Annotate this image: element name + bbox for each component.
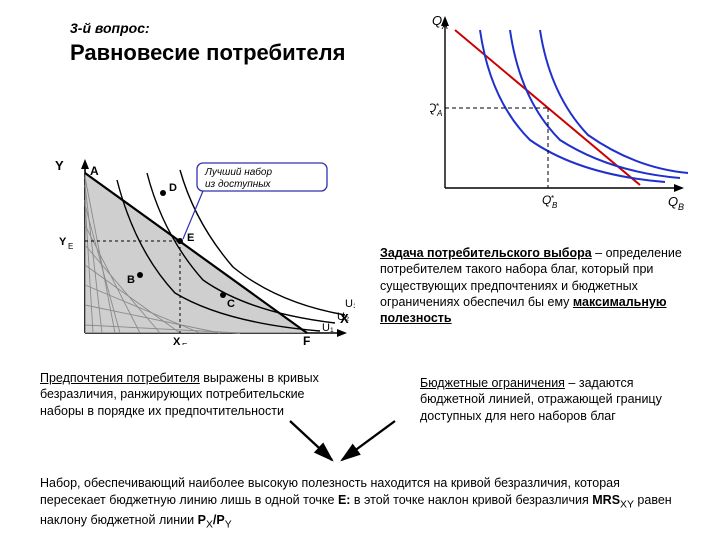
slide-title: Равновесие потребителя: [70, 40, 345, 66]
svg-text:C: C: [227, 298, 235, 310]
summary-d-sub: XY: [620, 499, 634, 510]
svg-text:E: E: [68, 242, 73, 251]
svg-text:A: A: [441, 21, 448, 31]
budget-block: Бюджетные ограничения – задаются бюджетн…: [420, 375, 680, 424]
callout-line2: из доступных: [205, 179, 272, 190]
indiff-curve-1: [480, 30, 665, 182]
svg-text:E: E: [187, 232, 194, 244]
budget-head: Бюджетные ограничения: [420, 376, 565, 390]
summary-fx: X: [206, 520, 213, 531]
svg-text:B: B: [127, 274, 135, 286]
task-block: Задача потребительского выбора – определ…: [380, 245, 690, 326]
indiff-curve-2: [510, 30, 680, 178]
svg-text:A: A: [436, 109, 442, 118]
svg-text:D: D: [169, 182, 177, 194]
svg-text:B: B: [552, 201, 558, 210]
converging-arrows-icon: [260, 415, 410, 475]
preferences-block: Предпочтения потребителя выражены в крив…: [40, 370, 340, 419]
svg-text:Y: Y: [59, 236, 67, 248]
summary-gy: Y: [225, 520, 232, 531]
svg-text:B: B: [678, 202, 684, 210]
task-head: Задача потребительского выбора: [380, 246, 592, 260]
svg-text:X: X: [173, 336, 181, 345]
axis-qa-label: Q: [432, 13, 442, 28]
slide-header: 3-й вопрос: Равновесие потребителя: [70, 20, 345, 66]
svg-text:U₃: U₃: [345, 298, 355, 310]
optimal-bundle-chart: Y X A F U₁ U₂ U₃ D E B C YE XE Лучший на…: [45, 155, 355, 345]
svg-text:A: A: [90, 164, 99, 178]
summary-f: P: [198, 513, 206, 527]
summary-c: в этой точке наклон кривой безразличия: [350, 493, 592, 507]
callout-line1: Лучший набор: [204, 166, 272, 178]
axis-qb-label: Q: [668, 194, 678, 209]
svg-text:Q: Q: [542, 193, 551, 207]
pref-head: Предпочтения потребителя: [40, 371, 200, 385]
equilibrium-chart: QA QB Q*A Q*B: [430, 10, 690, 210]
svg-text:U₁: U₁: [322, 322, 334, 334]
summary-g: /P: [213, 513, 225, 527]
slide-subtitle: 3-й вопрос:: [70, 20, 345, 36]
summary-d: MRS: [592, 493, 620, 507]
summary-block: Набор, обеспечивающий наиболее высокую п…: [40, 475, 680, 533]
svg-text:E: E: [182, 342, 187, 345]
svg-text:F: F: [303, 334, 310, 345]
indiff-curve-3: [540, 30, 688, 173]
summary-b: E:: [338, 493, 351, 507]
svg-text:U₂: U₂: [337, 311, 349, 323]
axis-y-label: Y: [55, 158, 64, 173]
